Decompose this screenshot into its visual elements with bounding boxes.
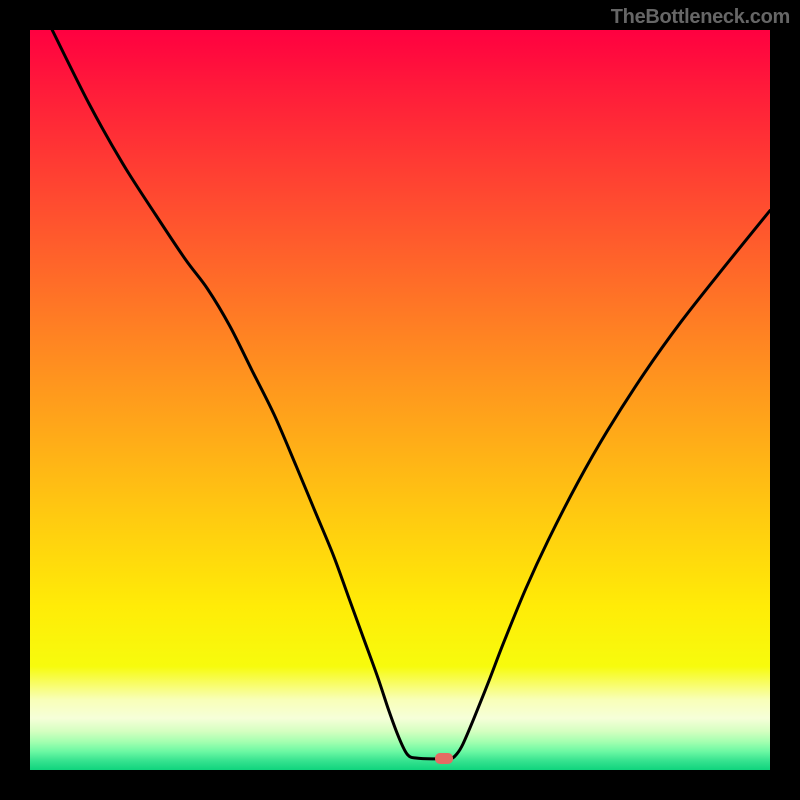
bottleneck-curve <box>52 30 770 759</box>
watermark-text: TheBottleneck.com <box>611 6 790 29</box>
operating-point-marker <box>435 753 453 764</box>
plot-area <box>30 30 770 770</box>
chart-svg <box>30 30 770 770</box>
